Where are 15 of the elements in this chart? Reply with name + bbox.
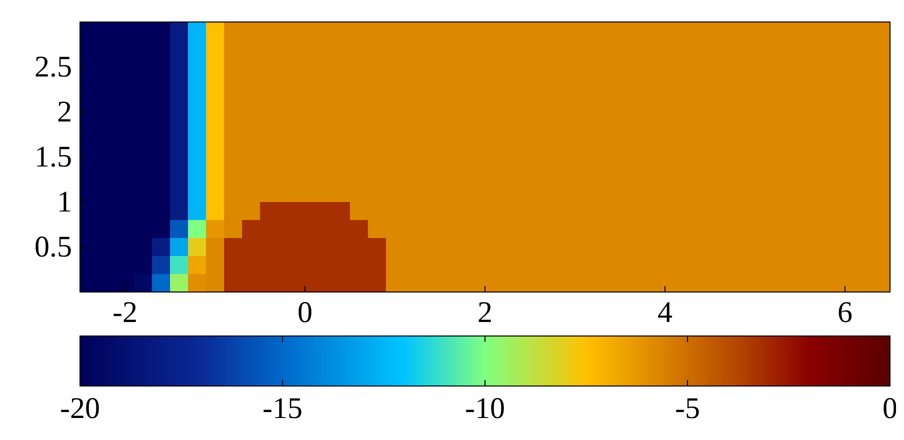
y-tick-label: 1: [57, 186, 72, 218]
x-tick-label: 4: [658, 296, 672, 329]
x-tick-label: 2: [478, 296, 492, 329]
x-tick-label: 6: [838, 296, 852, 329]
color-bar-label: -15: [262, 392, 302, 425]
y-tick-label: 2.5: [34, 50, 72, 84]
color-bar-label: -10: [465, 392, 505, 425]
y-tick-label: 0.5: [34, 230, 72, 264]
x-tick-label: -2: [112, 296, 138, 329]
color-bar-label: 0: [882, 392, 898, 425]
color-bar-label: -20: [60, 392, 100, 425]
y-tick-label: 1.5: [34, 140, 72, 174]
color-bar-label: -5: [675, 392, 700, 425]
x-tick-label: 0: [298, 296, 312, 329]
y-tick-label: 2: [57, 96, 72, 128]
